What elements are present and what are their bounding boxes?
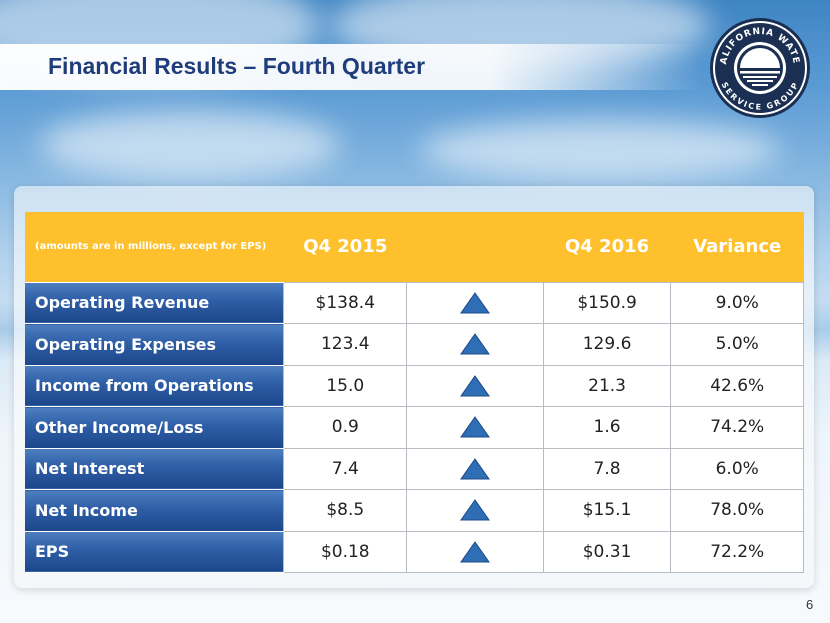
variance-value: 74.2%	[670, 406, 804, 449]
company-logo: CALIFORNIA WATER SERVICE GROUP	[708, 16, 810, 118]
q4-2016-value: 21.3	[542, 364, 672, 407]
row-label: Net Interest	[25, 447, 284, 490]
trend-cell	[406, 364, 544, 407]
q4-2015-value: 15.0	[283, 364, 408, 407]
variance-value: 42.6%	[670, 364, 804, 407]
column-header-q4-2016: Q4 2016	[564, 236, 650, 258]
trend-cell	[406, 323, 544, 366]
column-header-variance: Variance	[693, 236, 782, 258]
table-row: Operating Revenue $138.4 $150.9 9.0%	[25, 281, 804, 324]
row-label: Operating Expenses	[25, 323, 284, 366]
financial-results-table: (amounts are in millions, except for EPS…	[25, 212, 804, 573]
variance-value: 78.0%	[670, 489, 804, 532]
table-header-row: (amounts are in millions, except for EPS…	[25, 212, 804, 282]
cloud	[40, 110, 340, 180]
up-triangle-icon	[460, 457, 490, 480]
q4-2016-value: $150.9	[542, 281, 672, 324]
table-row: Other Income/Loss 0.9 1.6 74.2%	[25, 406, 804, 449]
trend-cell	[406, 530, 544, 573]
q4-2016-value: 1.6	[542, 406, 672, 449]
variance-value: 72.2%	[670, 530, 804, 573]
cloud	[420, 120, 780, 180]
q4-2015-value: $138.4	[283, 281, 408, 324]
title-band	[0, 44, 700, 90]
row-label: Operating Revenue	[25, 281, 284, 324]
up-triangle-icon	[460, 540, 490, 563]
trend-cell	[406, 281, 544, 324]
trend-cell	[406, 447, 544, 490]
row-label: Income from Operations	[25, 364, 284, 407]
up-triangle-icon	[460, 291, 490, 314]
page-number: 6	[806, 597, 814, 612]
q4-2015-value: 7.4	[283, 447, 408, 490]
variance-value: 5.0%	[670, 323, 804, 366]
up-triangle-icon	[460, 416, 490, 438]
q4-2016-value: $15.1	[542, 489, 672, 532]
row-label: Other Income/Loss	[25, 406, 284, 449]
up-triangle-icon	[460, 374, 490, 397]
slide-title: Financial Results – Fourth Quarter	[48, 53, 426, 79]
q4-2016-value: 129.6	[542, 323, 672, 366]
q4-2015-value: $0.18	[283, 530, 408, 573]
row-label: Net Income	[25, 489, 284, 532]
row-label: EPS	[25, 530, 284, 573]
table-row: EPS $0.18 $0.31 72.2%	[25, 530, 804, 573]
q4-2016-value: $0.31	[542, 530, 672, 573]
column-header-q4-2015: Q4 2015	[303, 236, 388, 258]
q4-2016-value: 7.8	[542, 447, 672, 490]
trend-cell	[406, 406, 544, 449]
table-row: Operating Expenses 123.4 129.6 5.0%	[25, 323, 804, 366]
up-triangle-icon	[460, 333, 490, 355]
trend-cell	[406, 489, 544, 532]
table-row: Net Interest 7.4 7.8 6.0%	[25, 447, 804, 490]
up-triangle-icon	[460, 499, 490, 521]
q4-2015-value: 123.4	[283, 323, 408, 366]
variance-value: 9.0%	[670, 281, 804, 324]
column-header-trend	[407, 212, 543, 282]
q4-2015-value: $8.5	[283, 489, 408, 532]
q4-2015-value: 0.9	[283, 406, 408, 449]
table-row: Net Income $8.5 $15.1 78.0%	[25, 489, 804, 532]
table-note: (amounts are in millions, except for EPS…	[35, 241, 267, 253]
table-row: Income from Operations 15.0 21.3 42.6%	[25, 364, 804, 407]
variance-value: 6.0%	[670, 447, 804, 490]
